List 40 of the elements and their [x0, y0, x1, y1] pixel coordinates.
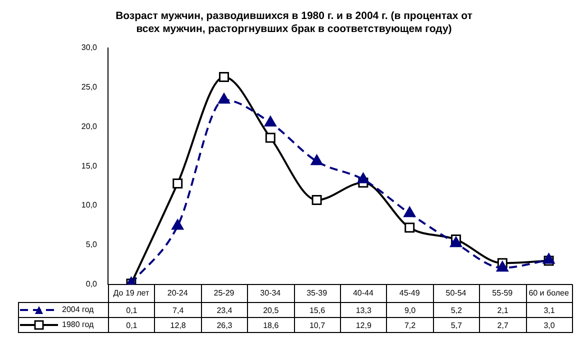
- legend-label: 2004 год: [62, 305, 94, 314]
- data-label: 7,2: [386, 318, 434, 332]
- x-tick-label: 30-34: [260, 288, 282, 298]
- data-label: 0,1: [108, 318, 155, 332]
- y-tick-label: 15,0: [81, 161, 98, 170]
- y-tick-label: 20,0: [81, 122, 98, 131]
- y-tick-label: 30,0: [81, 43, 98, 52]
- data-label: 13,3: [340, 302, 387, 318]
- data-label: 7,4: [154, 302, 202, 318]
- data-label: 5,7: [433, 318, 480, 332]
- data-label: 5,2: [433, 302, 480, 318]
- data-label: 26,3: [201, 318, 248, 332]
- legend-label: 1980 год: [62, 320, 94, 330]
- x-tick-label: 35-39: [306, 288, 328, 298]
- y-tick-label: 10,0: [81, 200, 98, 210]
- data-label: 2,7: [480, 318, 526, 332]
- x-tick-label: До 19 лет: [113, 288, 150, 298]
- y-tick-label: 25,0: [81, 82, 98, 92]
- data-label: 12,8: [154, 318, 202, 332]
- data-label: 18,6: [248, 318, 294, 332]
- data-label: 0,1: [108, 302, 155, 318]
- data-label: 23,4: [201, 302, 248, 318]
- x-tick-label: 45-49: [399, 288, 420, 298]
- data-label: 15,6: [294, 302, 340, 318]
- x-tick-label: 40-44: [352, 288, 374, 298]
- y-tick-label: 0,0: [86, 280, 98, 289]
- x-tick-label: 50-54: [446, 288, 467, 298]
- data-label: 2,1: [480, 302, 526, 318]
- data-label: 9,0: [386, 302, 434, 318]
- data-label: 12,9: [340, 318, 387, 332]
- x-tick-label: 25-29: [214, 288, 235, 298]
- x-tick-label: 60 и более: [528, 288, 570, 298]
- x-tick-label: 20-24: [167, 288, 188, 298]
- data-label: 3,1: [526, 302, 572, 318]
- data-label: 10,7: [294, 318, 340, 332]
- data-label: 20,5: [248, 302, 294, 318]
- y-tick-label: 5,0: [86, 240, 98, 250]
- chart-title: Возраст мужчин, разводившихся в 1980 г. и в 2004 г. (в процентах от всех мужчин, расторгнувших брак в соответствующем году): [114, 10, 474, 36]
- x-tick-label: 55-59: [492, 288, 514, 298]
- data-label: 3,0: [526, 318, 572, 332]
